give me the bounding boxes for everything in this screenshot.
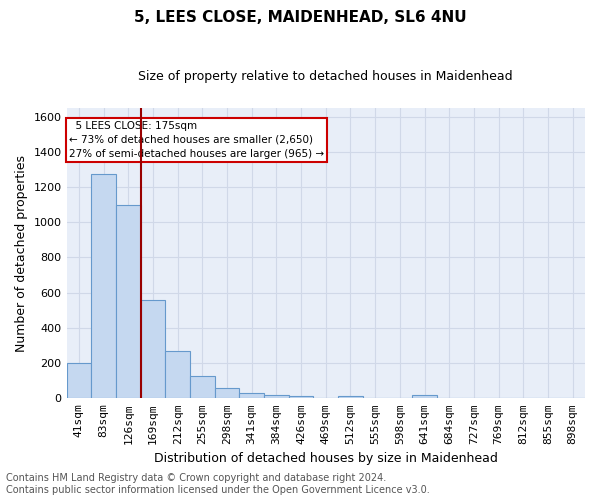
Bar xyxy=(116,204,140,398)
Bar xyxy=(67,363,91,398)
Text: 5 LEES CLOSE: 175sqm  
← 73% of detached houses are smaller (2,650)
27% of semi-: 5 LEES CLOSE: 175sqm ← 73% of detached h… xyxy=(69,121,324,159)
Bar xyxy=(140,300,165,398)
Bar xyxy=(165,351,190,399)
Bar xyxy=(91,174,116,398)
Text: Contains HM Land Registry data © Crown copyright and database right 2024.
Contai: Contains HM Land Registry data © Crown c… xyxy=(6,474,430,495)
Y-axis label: Number of detached properties: Number of detached properties xyxy=(15,154,28,352)
Bar xyxy=(338,396,363,398)
Bar xyxy=(190,376,215,398)
Title: Size of property relative to detached houses in Maidenhead: Size of property relative to detached ho… xyxy=(139,70,513,83)
Bar xyxy=(412,395,437,398)
Bar xyxy=(239,393,264,398)
Bar xyxy=(289,396,313,398)
Bar xyxy=(264,395,289,398)
Text: 5, LEES CLOSE, MAIDENHEAD, SL6 4NU: 5, LEES CLOSE, MAIDENHEAD, SL6 4NU xyxy=(134,10,466,25)
Bar xyxy=(215,388,239,398)
X-axis label: Distribution of detached houses by size in Maidenhead: Distribution of detached houses by size … xyxy=(154,452,498,465)
